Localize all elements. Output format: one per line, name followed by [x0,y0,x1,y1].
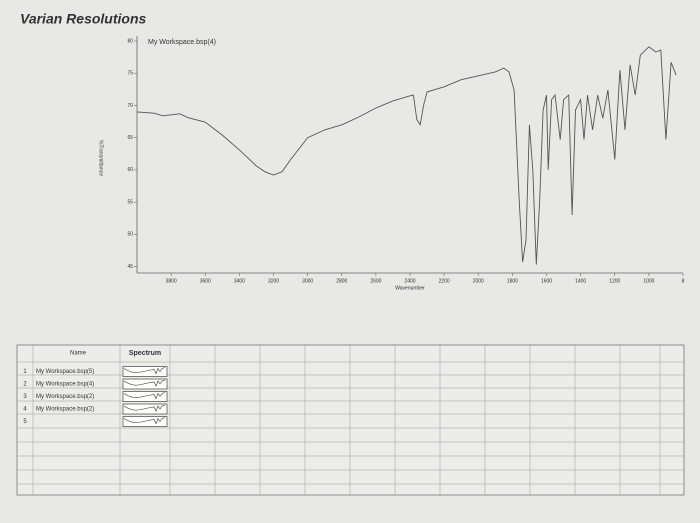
x-tick-label: 1000 [643,278,654,284]
y-tick-label: 45 [127,264,133,270]
y-tick-label: 65 [127,135,133,141]
row-number: 3 [23,394,27,400]
y-tick-label: 75 [127,71,133,77]
thumbnail-line [123,404,166,412]
row-number: 5 [23,419,27,425]
x-tick-label: 2000 [473,278,484,284]
column-header: Spectrum [129,350,161,357]
thumbnail-line [123,367,166,375]
row-number: 4 [23,407,27,413]
spectrum-thumbnail [122,378,168,390]
x-tick-label: 1800 [507,278,518,284]
x-tick-label: 1200 [609,278,620,284]
spectrum-thumbnail [122,403,168,415]
x-tick-label: 1600 [541,278,552,284]
x-tick-label: 1400 [575,278,586,284]
spectrum-thumbnail [122,391,168,402]
y-tick-label: 80 [127,38,133,44]
spectrum-line [136,46,677,265]
column-header: Name [70,351,87,357]
x-tick-label: 3200 [268,278,279,284]
thumbnail-line [123,417,166,425]
x-tick-label: 3800 [166,278,177,284]
x-tick-label: 3400 [234,278,245,284]
x-tick-label: 3600 [200,278,211,284]
table-frame [16,344,685,496]
x-tick-label: 8 [682,278,685,284]
x-tick-label: 2800 [336,278,347,284]
row-name: My Workspace.bsp(2) [36,407,94,413]
row-number: 2 [23,382,27,388]
x-tick-label: 3000 [302,278,313,284]
spectrum-thumbnail [122,416,168,427]
y-tick-label: 50 [127,232,133,238]
row-name: My Workspace.bsp(2) [36,394,94,400]
thumbnail-line [123,379,166,387]
y-axis-label: %Transmittance [98,140,104,176]
x-tick-label: 2200 [439,278,450,284]
y-tick-label: 55 [127,199,133,205]
x-tick-label: 2600 [370,278,381,284]
spectrum-thumbnail [122,366,168,377]
row-name: My Workspace.bsp(5) [36,369,94,375]
row-number: 1 [23,369,27,375]
x-tick-label: 2400 [404,278,415,284]
thumbnail-line [123,392,166,400]
page-title: Varian Resolutions [20,11,147,27]
y-tick-label: 70 [127,103,133,109]
y-tick-label: 60 [127,167,133,173]
legend-entry: My Workspace.bsp(4) [148,39,216,46]
x-axis-label: Wavenumber [395,285,425,291]
row-name: My Workspace.bsp(4) [36,382,94,388]
